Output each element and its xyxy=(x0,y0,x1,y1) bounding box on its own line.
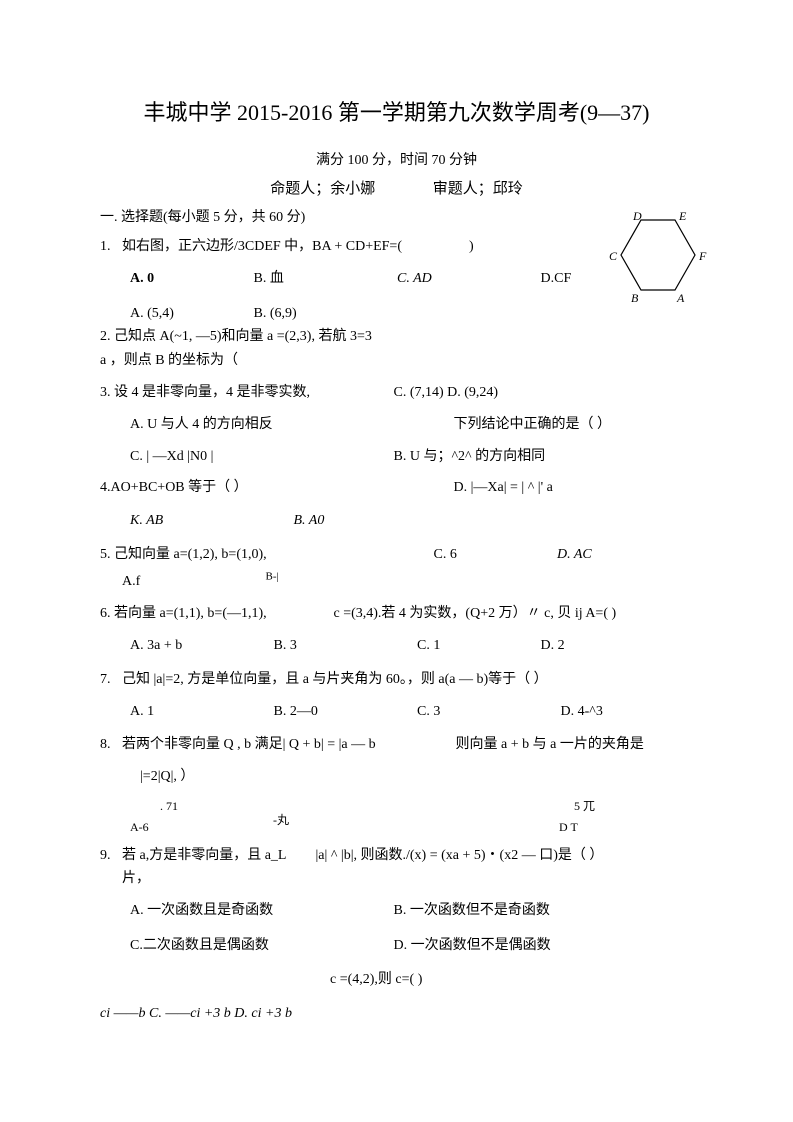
q8-num: 8. xyxy=(100,734,122,756)
q3-right: 下列结论中正确的是（ ） xyxy=(454,413,612,437)
q8-a-top: . 71 xyxy=(160,796,270,816)
q3-line2: A. U 与人 4 的方向相反 下列结论中正确的是（ ） xyxy=(130,413,693,437)
q3-rd: D. |—Xa| = | ^ |' a xyxy=(454,476,553,500)
q3-c: C. | —Xd |N0 | xyxy=(130,445,390,469)
q5-c: C. 6 xyxy=(434,543,554,567)
q4-options: K. AB B. A0 xyxy=(130,508,693,533)
q9-num: 9. xyxy=(100,845,122,890)
q3-row: 3. 设 4 是非零向量，4 是非零实数, C. (7,14) D. (9,24… xyxy=(100,381,693,405)
q8-text: 若两个非零向量 Q , b 满足| Q + b| = |a — b xyxy=(122,734,402,756)
q1-a: A. 0 xyxy=(130,266,250,291)
authors: 命题人；余小娜 审题人；邱玲 xyxy=(100,177,693,198)
score-time: 满分 100 分，时间 70 分钟 xyxy=(100,149,693,169)
q5-bsub: B-| xyxy=(266,570,279,582)
q6-options: A. 3a + b B. 3 C. 1 D. 2 xyxy=(130,633,693,658)
q1-d: D.CF xyxy=(541,266,572,291)
hexagon-figure: D E C F B A xyxy=(603,210,713,305)
q8-line2: |=2|Q|, ） xyxy=(140,765,693,789)
q5-num: 5. xyxy=(100,547,111,562)
q3-text: 设 4 是非零向量，4 是非零实数, xyxy=(114,385,310,400)
q7-c: C. 3 xyxy=(417,699,557,724)
q7: 7. 己知 |a|=2, 方是单位向量，且 a 与片夹角为 60。，则 a(a … xyxy=(100,669,693,691)
q4-row: 4.AO+BC+OB 等于（ ） D. |—Xa| = | ^ |' a xyxy=(100,476,693,500)
hex-label-d: D xyxy=(632,210,642,223)
q6-text: 若向量 a=(1,1), b=(—1,1), xyxy=(114,606,267,621)
q5-d: D. AC xyxy=(557,547,592,562)
q7-b: B. 2—0 xyxy=(274,699,414,724)
page-title: 丰城中学 2015-2016 第一学期第九次数学周考(9—37) xyxy=(100,95,693,127)
author-right: 审题人；邱玲 xyxy=(433,181,523,197)
q3-rb: B. U 与；^2^ 的方向相同 xyxy=(394,445,546,469)
q4-text: 4.AO+BC+OB 等于（ ） xyxy=(100,476,400,500)
q6-b: B. 3 xyxy=(274,633,414,658)
q3-a: A. U 与人 4 的方向相反 xyxy=(130,413,390,437)
q1-text: 如右图，正六边形/3CDEF 中，BA + CD+EF=( xyxy=(122,239,402,254)
q9-text: 若 a,方是非零向量，且 a_L 片， xyxy=(122,845,312,890)
q9-d: D. 一次函数但不是偶函数 xyxy=(394,933,551,958)
q7-a: A. 1 xyxy=(130,699,270,724)
q9-b: B. 一次函数但不是奇函数 xyxy=(394,898,550,923)
author-left: 命题人；余小娜 xyxy=(270,181,375,197)
q9-c: C.二次函数且是偶函数 xyxy=(130,933,390,958)
q8-opts: . 71 A-6 -丸 5 兀 D T xyxy=(130,796,693,837)
q7-text: 己知 |a|=2, 方是单位向量，且 a 与片夹角为 60。，则 a(a — b… xyxy=(122,669,693,691)
q10: ci ——b C. ——ci +3 b D. ci +3 b xyxy=(100,1002,693,1026)
q6-d: D. 2 xyxy=(541,633,565,658)
q2-text: 己知点 A(~1, —5)和向量 a =(2,3), 若航 3=3 a ，则点 … xyxy=(100,329,372,368)
q6-right: c =(3,4).若 4 为实数，(Q+2 万）〃 c, 贝 ij A=( ) xyxy=(334,602,617,626)
hex-label-f: F xyxy=(698,249,707,263)
q8-d: D T xyxy=(559,820,578,834)
q9-a: A. 一次函数且是奇函数 xyxy=(130,898,390,923)
q2-b: B. (6,9) xyxy=(254,306,297,321)
hex-label-c: C xyxy=(609,249,618,263)
q6-c: C. 1 xyxy=(417,633,537,658)
q2-num: 2. xyxy=(100,329,111,344)
q3-num: 3. xyxy=(100,385,111,400)
q6-a: A. 3a + b xyxy=(130,633,270,658)
q1-b: B. 血 xyxy=(254,266,394,291)
q8: 8. 若两个非零向量 Q , b 满足| Q + b| = |a — b 则向量… xyxy=(100,734,693,756)
q1-c: C. AD xyxy=(397,266,537,291)
q8-a: A-6 xyxy=(130,820,149,834)
q9-mid: |a| ^ |b|, 则函数./(x) = (xa + 5)・(x2 — 口)是… xyxy=(316,845,604,867)
hex-label-a: A xyxy=(676,291,685,305)
q6-num: 6. xyxy=(100,606,111,621)
q8-right: 则向量 a + b 与 a 一片的夹角是 xyxy=(456,734,644,756)
q2-a: A. (5,4) xyxy=(130,302,250,326)
hex-label-e: E xyxy=(678,210,687,223)
q6-row: 6. 若向量 a=(1,1), b=(—1,1), c =(3,4).若 4 为… xyxy=(100,602,693,626)
q1-paren: ) xyxy=(469,239,474,254)
q9: 9. 若 a,方是非零向量，且 a_L 片， |a| ^ |b|, 则函数./(… xyxy=(100,845,693,890)
q5-a: A.f xyxy=(122,570,262,594)
q7-options: A. 1 B. 2—0 C. 3 D. 4-^3 xyxy=(130,699,693,724)
q7-num: 7. xyxy=(100,669,122,691)
q5-text: 己知向量 a=(1,2), b=(1,0), xyxy=(114,547,267,562)
q3-line3: C. | —Xd |N0 | B. U 与；^2^ 的方向相同 xyxy=(130,445,693,469)
q2-cd: C. (7,14) D. (9,24) xyxy=(394,381,499,405)
q9-cd: C.二次函数且是偶函数 D. 一次函数但不是偶函数 xyxy=(130,933,693,958)
q8-d-top: 5 兀 xyxy=(574,796,595,816)
q5-row: 5. 己知向量 a=(1,2), b=(1,0), A.f B-| C. 6 D… xyxy=(100,543,693,593)
q1-num: 1. xyxy=(100,236,122,258)
hex-label-b: B xyxy=(631,291,639,305)
q4-k: K. AB xyxy=(130,508,290,533)
q9-extra: c =(4,2),则 c=( ) xyxy=(330,968,693,992)
q9-ab: A. 一次函数且是奇函数 B. 一次函数但不是奇函数 xyxy=(130,898,693,923)
q7-d: D. 4-^3 xyxy=(561,699,603,724)
q4-b: B. A0 xyxy=(294,508,325,533)
q2-q3-row1: A. (5,4) B. (6,9) 2. 己知点 A(~1, —5)和向量 a … xyxy=(100,302,693,373)
q8-b: -丸 xyxy=(273,813,289,827)
